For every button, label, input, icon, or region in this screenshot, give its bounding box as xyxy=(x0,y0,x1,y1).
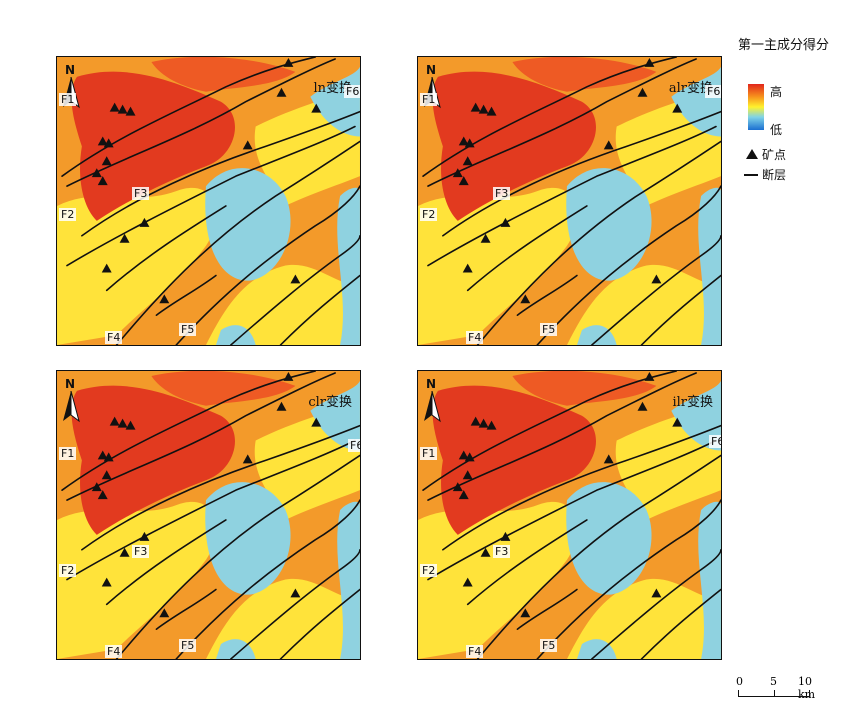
fault-label-f4: F4 xyxy=(466,645,484,658)
fault-label-f3: F3 xyxy=(132,545,150,558)
panel-title: alr变换 xyxy=(668,81,713,96)
north-arrow-icon: N xyxy=(422,63,442,115)
fault-label-f5: F5 xyxy=(540,639,558,652)
north-arrow-icon: N xyxy=(422,377,442,429)
fault-label-f2: F2 xyxy=(420,208,438,221)
scale-tick-label: 10 km xyxy=(798,675,816,701)
fault-label-f1: F1 xyxy=(420,447,438,460)
fault-label-f4: F4 xyxy=(105,645,123,658)
fault-line-icon xyxy=(744,174,758,176)
panel-title: clr变换 xyxy=(308,395,352,410)
fault-label-f6: F6 xyxy=(705,85,721,98)
fault-label-f3: F3 xyxy=(493,545,511,558)
fault-label-f3: F3 xyxy=(132,187,150,200)
fault-label-f6: F6 xyxy=(709,435,721,448)
scale-line xyxy=(738,690,810,697)
scale-tick xyxy=(809,690,810,696)
north-arrow-icon: N xyxy=(61,63,81,115)
fault-label-f5: F5 xyxy=(179,323,197,336)
scale-tick-label: 0 xyxy=(736,675,743,688)
score-map xyxy=(418,371,721,659)
north-arrow-icon: N xyxy=(61,377,81,429)
fault-label-f2: F2 xyxy=(420,564,438,577)
fault-label-f6: F6 xyxy=(348,439,360,452)
fault-label-f1: F1 xyxy=(59,93,77,106)
fault-label-f1: F1 xyxy=(420,93,438,106)
map-panel-ilr: N ilr变换 F1 F2 F3 F4 F5 F6 xyxy=(417,370,722,660)
legend-mine-label: 矿点 xyxy=(762,148,787,162)
score-map xyxy=(57,57,360,345)
color-ramp xyxy=(748,84,764,130)
fault-label-f3: F3 xyxy=(493,187,511,200)
fault-label-f5: F5 xyxy=(540,323,558,336)
fault-label-f5: F5 xyxy=(179,639,197,652)
score-map xyxy=(57,371,360,659)
fault-label-f2: F2 xyxy=(59,208,77,221)
fault-label-f6: F6 xyxy=(344,85,360,98)
legend-low-label: 低 xyxy=(770,123,783,137)
panel-title: ln变换 xyxy=(313,81,352,96)
legend-high-label: 高 xyxy=(770,85,783,99)
map-panel-clr: N clr变换 F1 F2 F3 F4 F5 F6 xyxy=(56,370,361,660)
scale-tick xyxy=(774,690,775,696)
legend-title: 第一主成分得分 xyxy=(738,38,830,53)
fault-label-f1: F1 xyxy=(59,447,77,460)
scale-tick xyxy=(738,690,739,696)
map-panel-ln: N ln变换 F1 F2 F3 F4 F5 F6 xyxy=(56,56,361,346)
scale-tick-label: 5 xyxy=(770,675,777,688)
fault-label-f4: F4 xyxy=(466,331,484,344)
score-map xyxy=(418,57,721,345)
fault-label-f2: F2 xyxy=(59,564,77,577)
fault-label-f4: F4 xyxy=(105,331,123,344)
mine-point-icon xyxy=(746,149,758,159)
panel-title: ilr变换 xyxy=(672,395,713,410)
map-panel-alr: N alr变换 F1 F2 F3 F4 F5 F6 xyxy=(417,56,722,346)
scale-bar: 0 5 10 km xyxy=(736,675,815,701)
legend-fault-label: 断层 xyxy=(762,168,787,182)
